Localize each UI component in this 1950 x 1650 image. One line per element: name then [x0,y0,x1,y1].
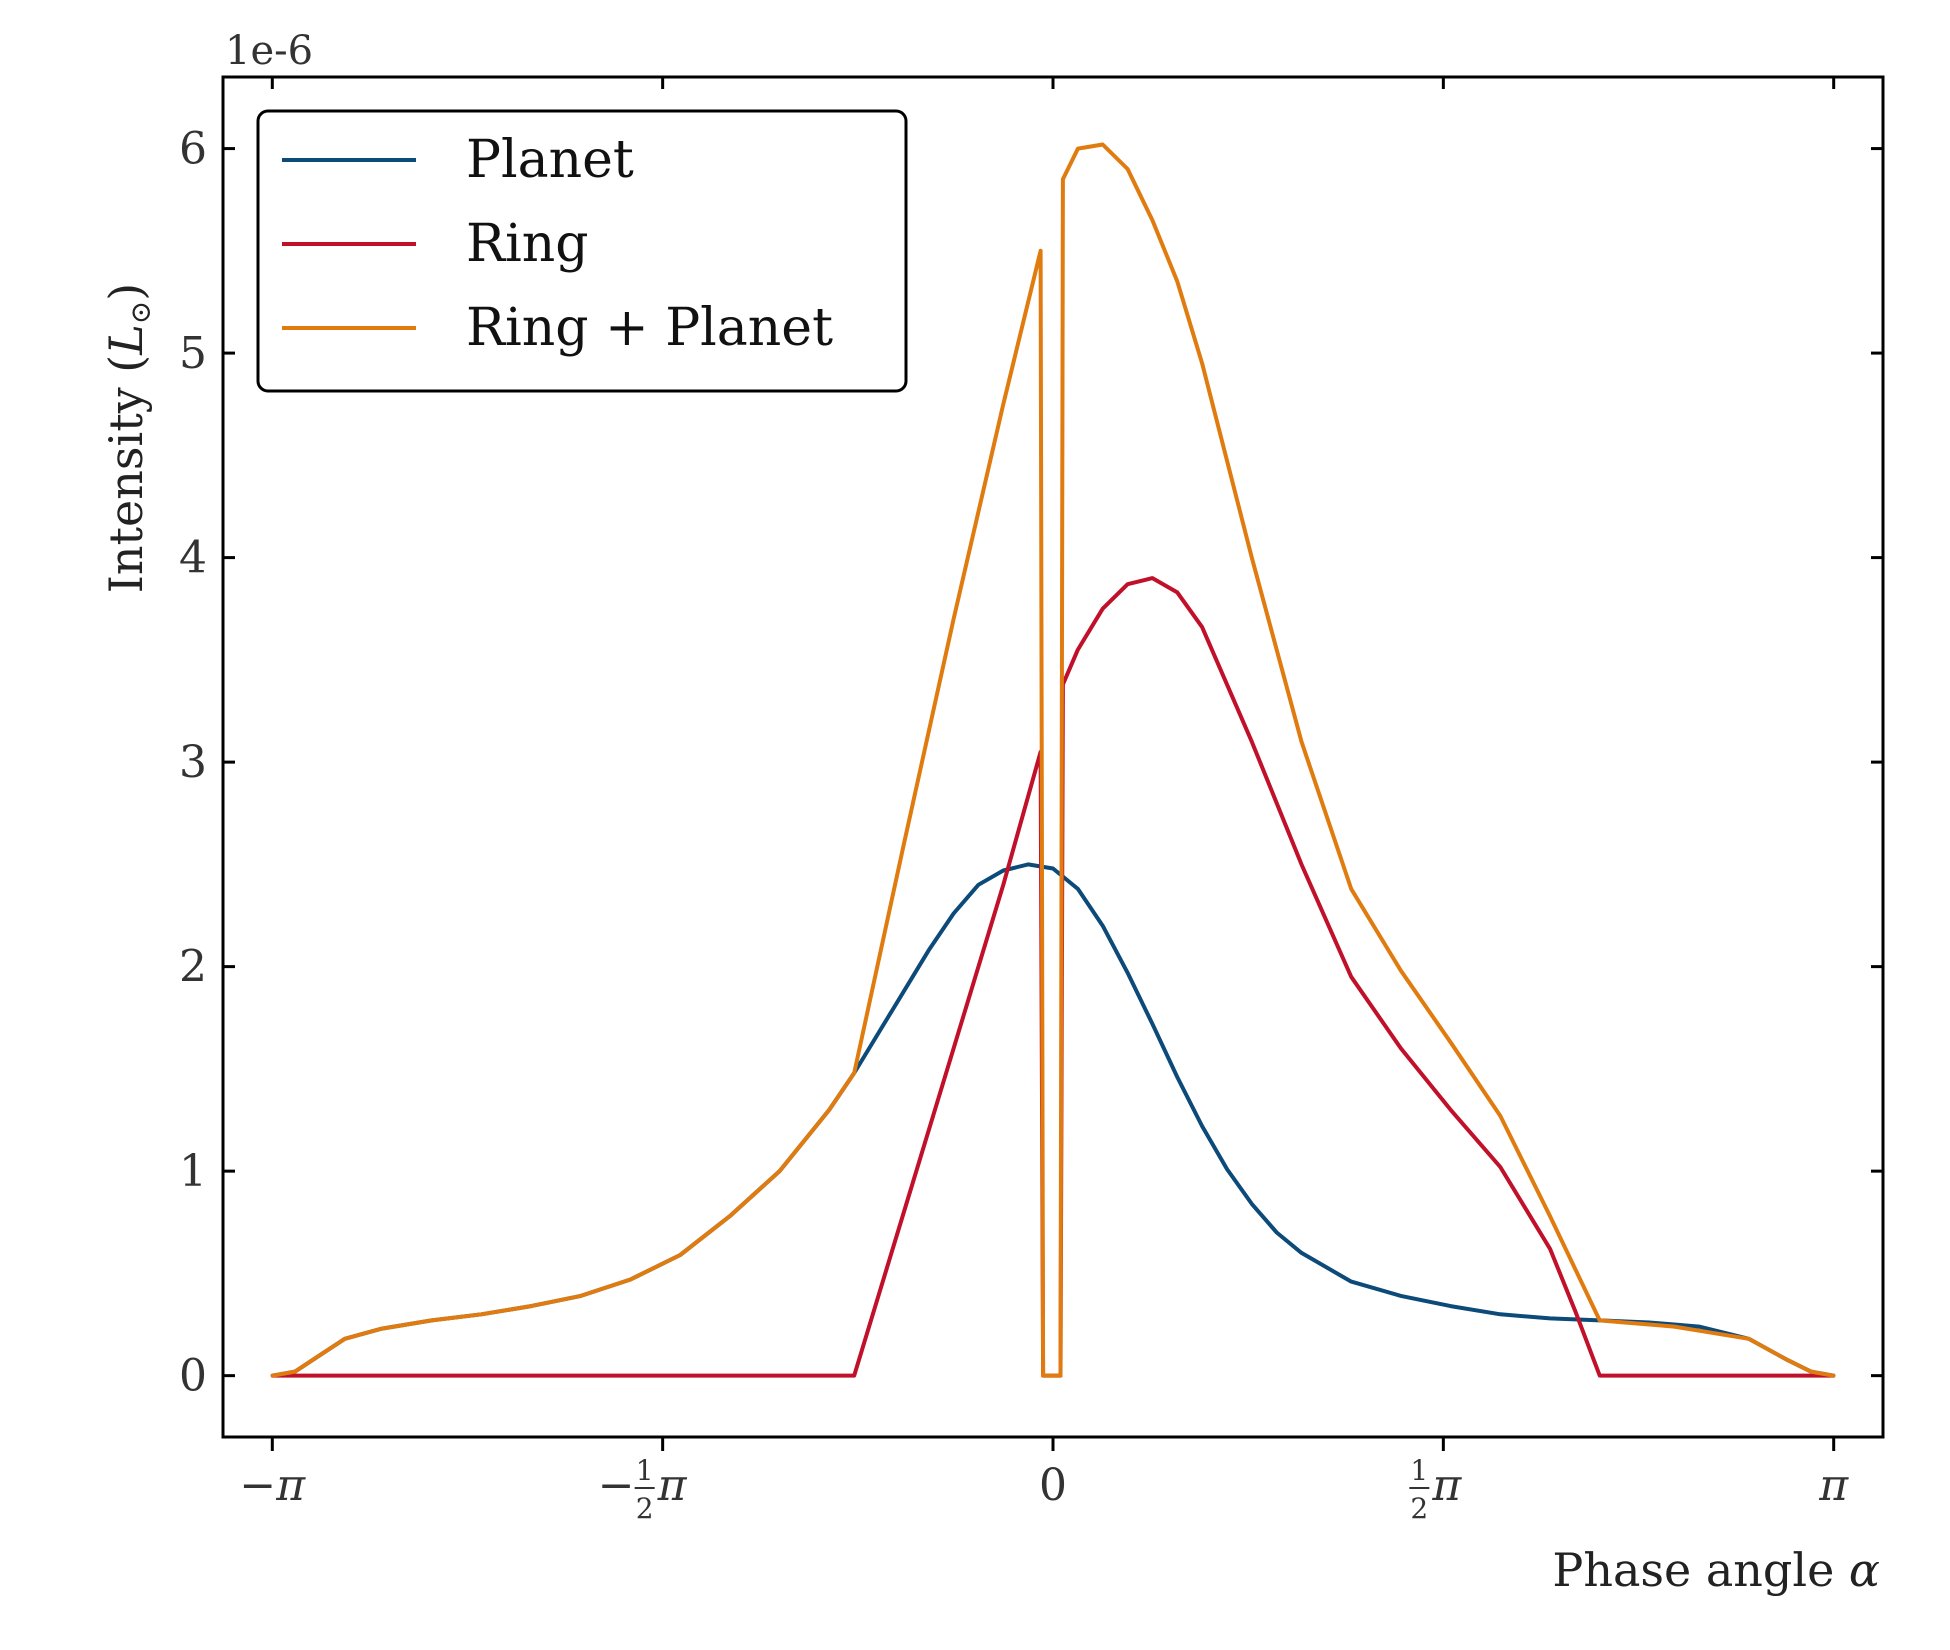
y-tick-label: 6 [179,124,207,175]
series-line-3 [270,142,1836,1378]
legend-label-2: Ring [466,214,589,274]
x-axis-label-symbol: α [1849,1543,1880,1597]
y-tick-label: 1 [179,1146,207,1197]
x-tick-frac-den: 2 [1410,1492,1428,1525]
series-layer [270,142,1836,1378]
y-tick-label: 2 [179,942,207,993]
legend-box [256,109,908,393]
x-tick-label: π [1818,1460,1849,1511]
series-line-1 [270,862,1836,1378]
x-axis-label: Phase angle α [1552,1543,1880,1597]
x-tick-label: 0 [1039,1460,1067,1511]
x-tick-frac-num: 1 [636,1454,654,1487]
y-tick-label: 4 [179,533,207,584]
x-tick-symbol: 0 [1039,1460,1067,1511]
y-axis-label-text: Intensity [99,387,153,593]
y-axis-label: Intensity (L⊙) [99,283,157,593]
y-axis-unit-symbol: L [99,324,153,356]
x-tick-sign: − [598,1460,635,1511]
y-axis-unit-subscript: ⊙ [124,301,157,324]
x-tick-label: −π [239,1460,306,1511]
x-tick-frac-num: 1 [1410,1454,1428,1487]
x-tick-symbol: −π [239,1460,306,1511]
x-tick-symbol: π [1818,1460,1849,1511]
y-tick-label: 3 [179,737,207,788]
svg-text:Intensity (L⊙): Intensity (L⊙) [99,283,157,593]
legend-label-3: Ring + Planet [466,298,833,358]
x-tick-label: 1 2 π [1409,1454,1462,1525]
y-tick-label: 5 [179,328,207,379]
series-line-2 [270,576,1836,1378]
x-tick-symbol: π [657,1460,688,1511]
legend: Planet Ring Ring + Planet [256,109,908,393]
legend-label-1: Planet [466,130,634,190]
x-tick-label: −1 2 π [598,1454,688,1525]
plot-frame [221,75,1885,1439]
x-tick-frac-den: 2 [636,1492,654,1525]
y-tick-label: 0 [179,1351,207,1402]
x-axis-label-text: Phase angle [1552,1543,1834,1597]
x-tick-symbol: π [1431,1460,1462,1511]
y-offset-label: 1e-6 [225,28,313,74]
